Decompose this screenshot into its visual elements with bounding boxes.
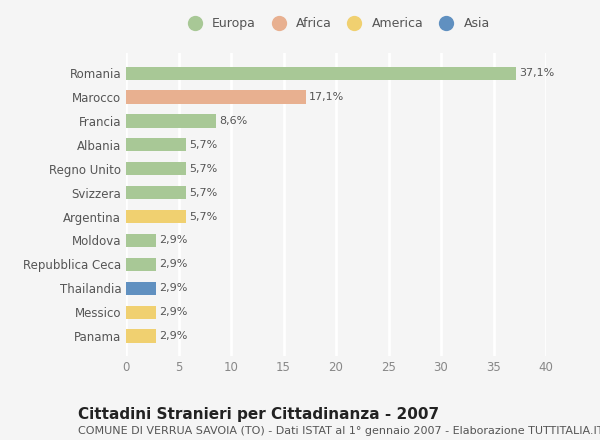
Bar [126,91,305,104]
Text: COMUNE DI VERRUA SAVOIA (TO) - Dati ISTAT al 1° gennaio 2007 - Elaborazione TUTT: COMUNE DI VERRUA SAVOIA (TO) - Dati ISTA… [78,426,600,436]
Bar [126,258,157,271]
Text: 5,7%: 5,7% [189,212,217,222]
Text: 2,9%: 2,9% [160,307,188,317]
Bar [126,138,186,151]
Legend: Europa, Africa, America, Asia: Europa, Africa, America, Asia [178,14,494,34]
Text: 5,7%: 5,7% [189,164,217,174]
Text: Cittadini Stranieri per Cittadinanza - 2007: Cittadini Stranieri per Cittadinanza - 2… [78,407,439,422]
Bar [126,66,515,80]
Text: 5,7%: 5,7% [189,187,217,198]
Bar [126,282,157,295]
Text: 2,9%: 2,9% [160,259,188,269]
Text: 17,1%: 17,1% [309,92,344,102]
Text: 8,6%: 8,6% [220,116,248,126]
Text: 5,7%: 5,7% [189,140,217,150]
Bar [126,186,186,199]
Bar [126,305,157,319]
Text: 2,9%: 2,9% [160,331,188,341]
Text: 2,9%: 2,9% [160,283,188,293]
Text: 2,9%: 2,9% [160,235,188,246]
Text: 37,1%: 37,1% [519,68,554,78]
Bar [126,234,157,247]
Bar [126,114,217,128]
Bar [126,162,186,175]
Bar [126,210,186,223]
Bar [126,330,157,343]
